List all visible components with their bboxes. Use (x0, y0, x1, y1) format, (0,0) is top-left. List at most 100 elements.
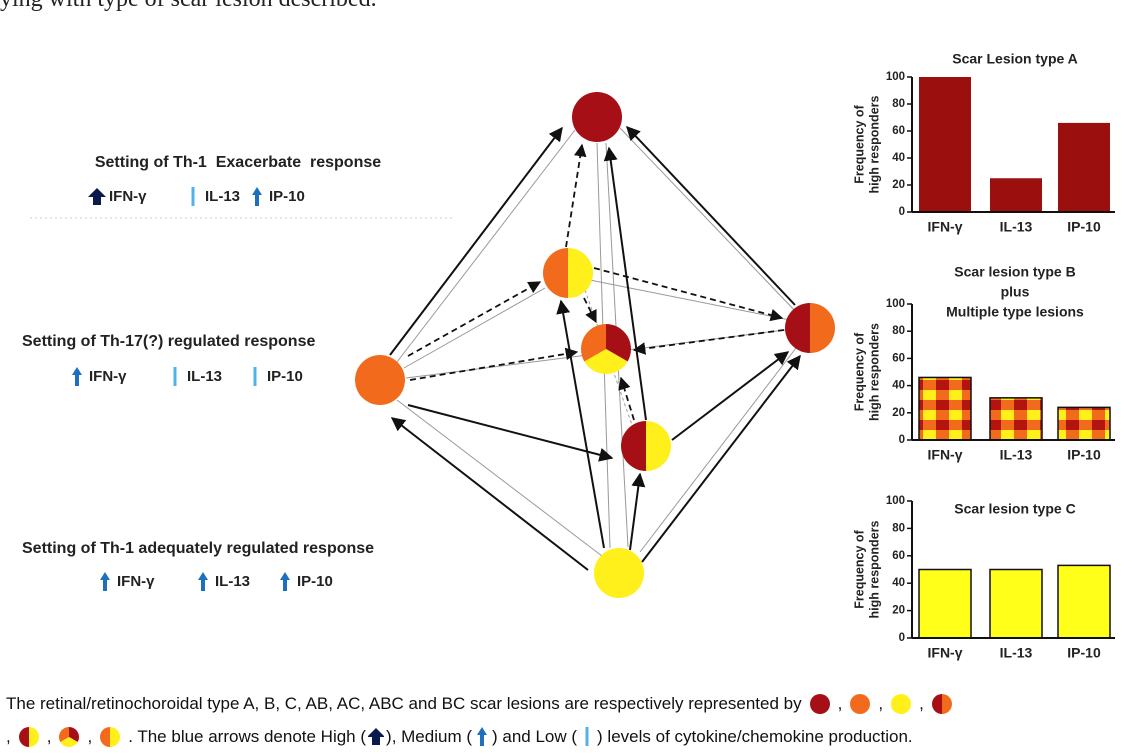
y-axis-label: high responders (867, 323, 881, 421)
y-tick-label: 60 (892, 125, 905, 137)
caption-text: ) levels of cytokine/chemokine productio… (597, 727, 913, 746)
lesion-sector (785, 303, 810, 353)
y-tick-label: 0 (899, 206, 905, 218)
marker-label: IFN-γ (109, 188, 147, 205)
arrow-high (88, 188, 106, 205)
chart-title: Scar lesion type B (954, 264, 1075, 280)
y-tick-label: 100 (886, 495, 905, 507)
figure: Setting of Th-1 Exacerbate response IFN-γ… (22, 51, 1115, 661)
setting-title: Setting of Th-1 adequately regulated res… (22, 540, 374, 557)
arrow-medium (198, 572, 208, 591)
diagram (355, 92, 835, 598)
caption-text: , (837, 694, 843, 713)
caption-text: The retinal/retinochoroidal type A, B, C… (6, 694, 802, 713)
y-tick-label: 20 (892, 179, 905, 191)
legend-icon (931, 694, 952, 714)
lesion-sector (621, 421, 646, 471)
caption-text: , (878, 694, 884, 713)
caption-text: ) and Low ( (492, 727, 578, 746)
arrow-medium (72, 367, 82, 386)
y-axis-label: high responders (867, 95, 881, 193)
caption-text: . The blue arrows denote High ( (128, 727, 367, 746)
lesion-node (572, 92, 622, 142)
arrow-icon (368, 728, 385, 745)
chart-title: Scar lesion type C (954, 501, 1075, 517)
arrow-medium (252, 187, 262, 206)
bar (989, 568, 1043, 639)
arrow-icon (585, 727, 589, 746)
arrow-low (585, 727, 589, 746)
y-tick-label: 20 (892, 605, 905, 617)
lesion-sector (646, 421, 671, 471)
lesion-sector (543, 248, 568, 298)
legend-icon (59, 727, 80, 747)
y-axis-label: Frequency of (852, 332, 866, 411)
x-tick-label: IFN-γ (928, 645, 963, 661)
chart-title: plus (1001, 284, 1030, 300)
arrow-medium (280, 572, 290, 591)
x-tick-label: IFN-γ (928, 219, 963, 235)
lesion-sector (100, 727, 111, 747)
marker-label: IP-10 (297, 573, 333, 590)
lesion-sector (28, 727, 39, 747)
x-tick-label: IFN-γ (928, 447, 963, 463)
lesion-sector (941, 694, 952, 714)
marker-label: IFN-γ (89, 368, 127, 385)
x-tick-label: IL-13 (1000, 219, 1033, 235)
legend-icon (100, 727, 121, 747)
lesion-node (809, 694, 830, 714)
y-axis-label: high responders (867, 520, 881, 618)
y-tick-label: 40 (892, 577, 905, 589)
caption-text: ), Medium ( (386, 727, 472, 746)
y-axis-label: Frequency of (852, 529, 866, 608)
arrow-low (173, 367, 177, 386)
x-tick-label: IP-10 (1067, 219, 1101, 235)
y-tick-label: 0 (899, 434, 905, 446)
y-tick-label: 40 (892, 152, 905, 164)
bar (1058, 122, 1110, 212)
marker-label: IFN-γ (117, 573, 155, 590)
bar (1057, 406, 1111, 441)
lesion-sector (18, 727, 29, 747)
y-tick-label: 100 (886, 298, 905, 310)
lesion-sector (931, 694, 942, 714)
caption-text: , (87, 727, 93, 746)
bar (1057, 564, 1111, 639)
bar (990, 178, 1042, 212)
y-axis-label: Frequency of (852, 104, 866, 183)
y-tick-label: 60 (892, 352, 905, 364)
y-tick-label: 80 (892, 98, 905, 110)
caption-text: , (919, 694, 924, 713)
lesion-sector (581, 324, 606, 362)
marker-label: IP-10 (269, 188, 305, 205)
marker-label: IL-13 (215, 573, 250, 590)
lesion-sector (110, 727, 121, 747)
caption-text: , (6, 727, 11, 746)
lesion-node (594, 548, 644, 598)
bar (989, 397, 1043, 441)
arrow-icon (477, 727, 487, 746)
chart-title: Scar Lesion type A (952, 51, 1078, 67)
legend-icon (850, 694, 871, 714)
setting-title: Setting of Th-1 Exacerbate response (95, 154, 381, 171)
arrow-medium (100, 572, 110, 591)
y-tick-label: 80 (892, 325, 905, 337)
legend-icon (18, 727, 39, 747)
chart-title: Multiple type lesions (946, 304, 1084, 320)
marker-label: IL-13 (205, 188, 240, 205)
arrow-low (253, 367, 257, 386)
y-tick-label: 80 (892, 522, 905, 534)
legend-icon (809, 694, 830, 714)
arrow-high (368, 728, 385, 745)
lesion-node (355, 355, 405, 405)
lesion-sector (568, 248, 593, 298)
x-tick-label: IL-13 (1000, 447, 1033, 463)
marker-label: IP-10 (267, 368, 303, 385)
arrow-low (191, 187, 195, 206)
lesion-sector (60, 737, 79, 747)
y-tick-label: 0 (899, 632, 905, 644)
lesion-sector (59, 727, 70, 742)
y-tick-label: 60 (892, 550, 905, 562)
bar (918, 568, 972, 639)
